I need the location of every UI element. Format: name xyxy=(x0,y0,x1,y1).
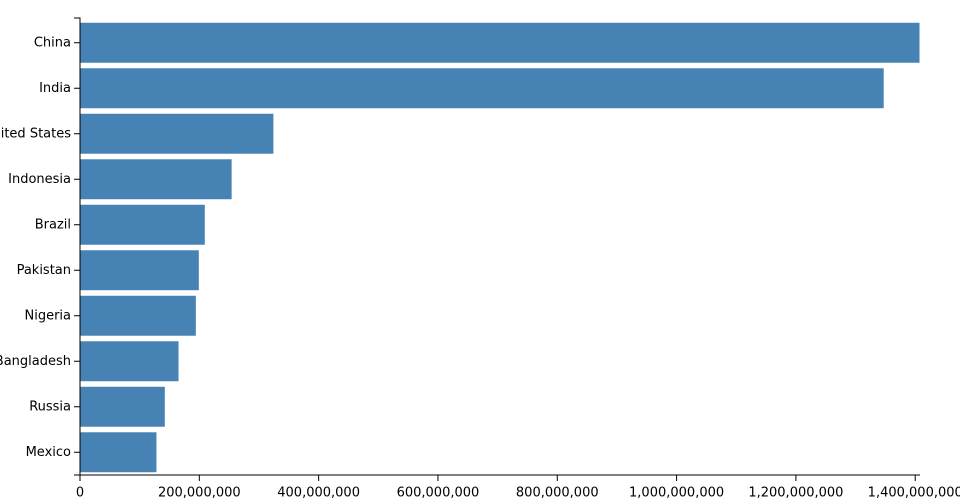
x-tick-label: 0 xyxy=(76,486,84,500)
bar xyxy=(79,112,275,155)
bar xyxy=(79,158,233,201)
bar xyxy=(79,203,206,246)
y-tick-label: Nigeria xyxy=(24,308,71,323)
bar xyxy=(79,67,885,110)
y-tick-label: Russia xyxy=(29,399,71,414)
x-tick-label: 200,000,000 xyxy=(158,486,241,500)
bar xyxy=(79,431,158,474)
bar xyxy=(79,21,921,64)
y-axis xyxy=(74,17,81,476)
x-tick-label: 400,000,000 xyxy=(277,486,360,500)
bar xyxy=(79,340,180,383)
y-tick-label: Indonesia xyxy=(8,172,71,187)
y-tick-label: Pakistan xyxy=(17,263,71,278)
y-tick-label: China xyxy=(34,35,71,50)
y-tick-label: United States xyxy=(0,126,71,141)
bar xyxy=(79,294,197,337)
x-tick-label: 1,000,000,000 xyxy=(629,486,724,500)
bar xyxy=(79,385,166,428)
y-tick-label: Bangladesh xyxy=(0,354,71,369)
x-tick-label: 1,400,000,000 xyxy=(868,486,960,500)
y-tick-label: Mexico xyxy=(26,445,71,460)
x-tick-label: 1,200,000,000 xyxy=(748,486,843,500)
x-tick-label: 800,000,000 xyxy=(516,486,599,500)
x-tick-label: 600,000,000 xyxy=(397,486,480,500)
y-tick-label: Brazil xyxy=(35,217,71,232)
bar xyxy=(79,249,200,292)
y-tick-label: India xyxy=(39,81,71,96)
